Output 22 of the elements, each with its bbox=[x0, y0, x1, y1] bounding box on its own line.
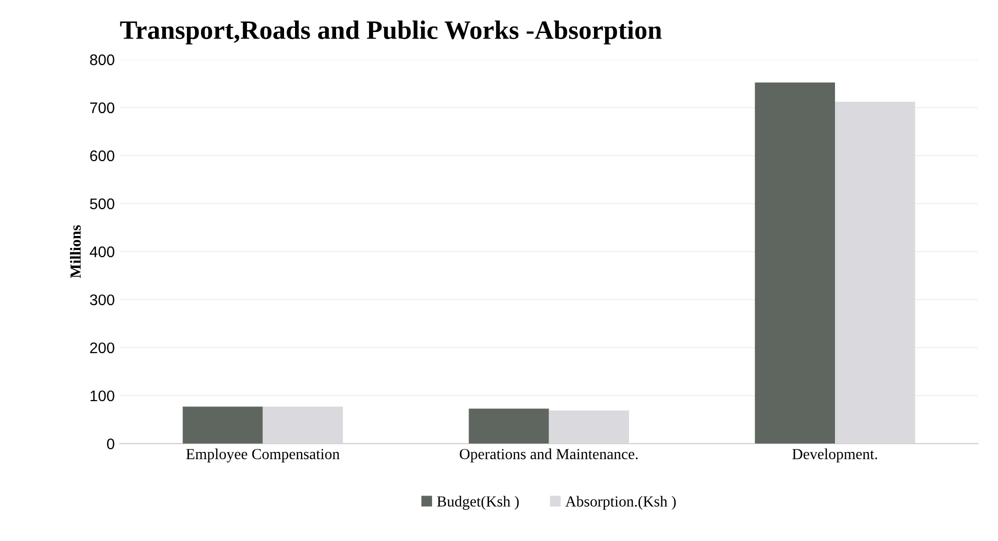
bar bbox=[262, 406, 343, 444]
y-tick-label: 300 bbox=[90, 294, 114, 306]
y-tick-label: 600 bbox=[90, 150, 114, 162]
legend-label: Absorption.(Ksh ) bbox=[565, 496, 676, 510]
y-tick-label: 700 bbox=[90, 102, 114, 114]
bar bbox=[754, 82, 835, 444]
bar bbox=[834, 102, 916, 444]
x-tick-label: Operations and Maintenance. bbox=[460, 448, 638, 462]
y-tick-label: 100 bbox=[90, 390, 114, 402]
x-tick-label: Employee Compensation bbox=[186, 448, 340, 462]
legend-label: Budget(Ksh ) bbox=[437, 496, 519, 510]
y-axis-title: Millions bbox=[70, 225, 81, 278]
bar bbox=[182, 406, 263, 444]
y-tick-label: 500 bbox=[90, 198, 114, 210]
bar bbox=[468, 408, 549, 444]
y-tick-label: 800 bbox=[90, 54, 114, 66]
y-tick-label: 400 bbox=[90, 246, 114, 258]
chart-title: Transport,Roads and Public Works -Absorption bbox=[120, 20, 662, 44]
y-tick-label: 200 bbox=[90, 342, 114, 354]
y-tick-label: 0 bbox=[107, 438, 114, 450]
x-tick-label: Development. bbox=[792, 448, 878, 462]
bar bbox=[548, 410, 630, 444]
